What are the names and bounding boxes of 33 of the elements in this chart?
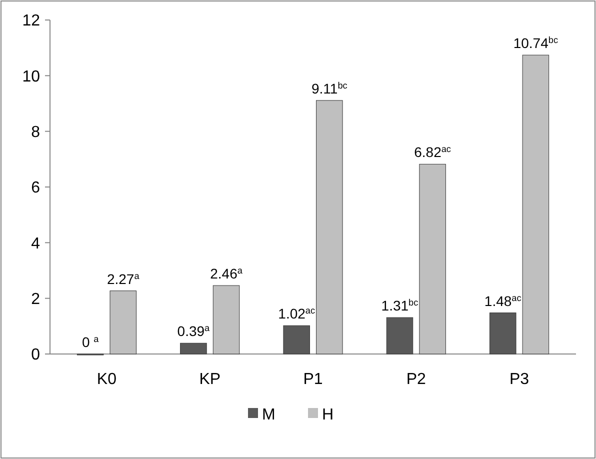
bar [212, 285, 240, 354]
x-tick-label: P2 [406, 371, 426, 388]
x-tick-label: KP [199, 371, 221, 388]
x-tick-label: P3 [509, 371, 530, 388]
data-label: 0.39$^{a}$ [177, 323, 211, 340]
y-tick-label: 4 [31, 235, 40, 252]
data-label: 0 $^{a}$ [82, 334, 100, 350]
y-tick-label: 6 [31, 180, 40, 197]
data-label: 2.46$^{a}$ [210, 266, 244, 282]
y-tick-label: 10 [22, 68, 40, 86]
y-tick-label: 12 [22, 12, 40, 30]
data-label: 2.27$^{a}$ [106, 270, 140, 287]
bar [386, 317, 414, 354]
bar [489, 312, 516, 354]
bar [283, 325, 310, 354]
y-tick-label: 8 [31, 124, 40, 141]
data-label: 9.11$^{bc}$ [311, 80, 348, 96]
bar [110, 290, 137, 354]
data-label: 10.74$^{bc}$ [513, 35, 558, 52]
x-tick-label: P1 [303, 371, 323, 388]
bar [316, 100, 343, 354]
data-label: 1.48$^{ac}$ [484, 292, 522, 309]
legend-label: M [262, 406, 276, 424]
y-tick-label: 0 [31, 346, 40, 364]
bar [419, 164, 446, 354]
bar [180, 342, 207, 354]
data-label: 1.31$^{bc}$ [381, 298, 419, 314]
legend-label: H [322, 406, 334, 424]
y-tick-label: 2 [31, 290, 40, 308]
x-tick-label: K0 [96, 371, 117, 388]
data-label: 6.82$^{ac}$ [414, 144, 452, 160]
bar [522, 54, 550, 354]
data-label: 1.02$^{ac}$ [278, 306, 316, 322]
